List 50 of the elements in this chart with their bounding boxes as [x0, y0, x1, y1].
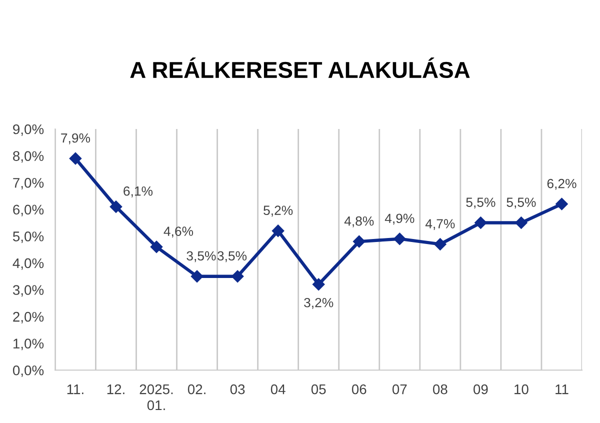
- x-tick-label: 08: [432, 384, 448, 394]
- y-tick-label: 4,0%: [12, 258, 44, 270]
- x-tick-label: 06: [352, 384, 366, 394]
- data-label: 7,9%: [61, 133, 90, 144]
- point: [69, 152, 82, 165]
- point: [150, 240, 163, 254]
- x-tick-label: 05: [311, 384, 326, 394]
- data-label: 4,6%: [164, 226, 194, 238]
- x-tick-label: 11: [556, 384, 568, 394]
- y-tick-label: 0,0%: [12, 365, 44, 377]
- point: [555, 198, 568, 210]
- point: [110, 200, 122, 214]
- y-tick-label: 9,0%: [13, 124, 44, 136]
- point: [434, 238, 447, 251]
- point: [474, 216, 488, 230]
- data-label: 3,5%: [217, 251, 247, 262]
- y-tick-label: 7,0%: [13, 178, 44, 190]
- data-label: 3,5%: [186, 251, 216, 262]
- point: [231, 270, 244, 283]
- x-tick-label: 02.: [188, 384, 206, 394]
- y-tick-label: 3,0%: [12, 285, 44, 297]
- point: [190, 270, 204, 283]
- y-tick-label: 1,0%: [13, 338, 44, 350]
- x-tick-label: 04: [270, 384, 286, 394]
- x-tick-label: 2025. 01.: [140, 384, 173, 410]
- x-tick-label: 11.: [67, 384, 84, 394]
- x-tick-label: 03: [230, 384, 245, 394]
- y-tick-label: 5,0%: [12, 232, 44, 243]
- data-label: 5,2%: [264, 206, 293, 217]
- data-label: 3,2%: [304, 298, 334, 309]
- data-label: 5,5%: [466, 198, 496, 209]
- data-label: 4,9%: [384, 214, 414, 225]
- y-tick-label: 2,0%: [13, 312, 44, 324]
- point: [352, 235, 366, 248]
- x-tick-label: 09: [474, 384, 488, 394]
- point: [393, 232, 406, 246]
- data-label: 5,5%: [506, 198, 536, 209]
- y-tick-label: 8,0%: [13, 151, 44, 163]
- data-label: 4,8%: [344, 216, 374, 228]
- y-tick-label: 6,0%: [13, 204, 44, 216]
- point: [312, 278, 325, 291]
- point: [272, 224, 284, 238]
- x-tick-label: 10: [514, 384, 528, 394]
- data-label: 6,2%: [547, 178, 576, 190]
- data-label: 6,1%: [124, 186, 153, 198]
- chart-title: A REÁLKERESET ALAKULÁSA: [130, 58, 470, 78]
- x-tick-label: 07: [392, 384, 407, 394]
- point: [514, 216, 528, 230]
- x-tick-label: 12.: [107, 384, 124, 394]
- data-label: 4,7%: [425, 219, 455, 230]
